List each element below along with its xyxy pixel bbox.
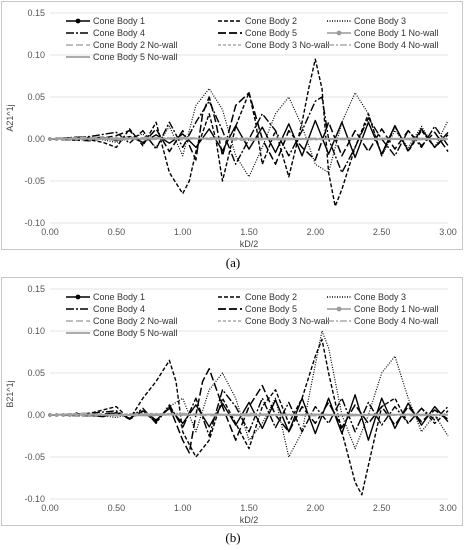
x-tick-label: 1.50: [240, 227, 258, 237]
legend-marker: [336, 306, 342, 312]
y-axis-label: B21^1j: [5, 380, 15, 407]
legend-label: Cone Body 1: [93, 16, 145, 26]
legend-label: Cone Body 5 No-wall: [93, 328, 178, 338]
legend-item: Cone Body 3: [327, 292, 406, 302]
legend-marker: [336, 30, 342, 36]
legend-marker: [75, 18, 81, 24]
legend-item: Cone Body 5: [218, 28, 297, 38]
y-tick-label: 0.15: [27, 8, 45, 18]
series-line: [49, 368, 449, 454]
legend-item: Cone Body 3: [327, 16, 406, 26]
legend-item: Cone Body 3 No-wall: [218, 316, 330, 326]
legend-label: Cone Body 3 No-wall: [245, 316, 330, 326]
y-axis-label: A21^1j: [5, 104, 15, 131]
series-line: [50, 413, 448, 416]
legend-item: Cone Body 1: [66, 16, 145, 26]
chart-b-svg: -0.10 -0.05 0.00 0.05 0.10 0.15 0.00 0.50 1.00 1.…: [5, 284, 457, 525]
legend-item: Cone Body 3 No-wall: [218, 40, 330, 50]
series-line: [49, 58, 449, 207]
x-tick-label: 2.50: [373, 503, 391, 513]
x-axis-label: kD/2: [240, 515, 259, 525]
y-tick-label: -0.10: [24, 494, 45, 504]
legend-label: Cone Body 3: [354, 292, 406, 302]
legend-item: Cone Body 2: [218, 292, 297, 302]
x-tick-label: 0.00: [41, 227, 59, 237]
legend-item: Cone Body 4 No-wall: [327, 40, 439, 50]
legend-marker: [75, 294, 81, 300]
series-line: [49, 96, 449, 174]
legend-label: Cone Body 4 No-wall: [354, 40, 439, 50]
legend-label: Cone Body 2 No-wall: [93, 40, 178, 50]
x-tick-label: 1.00: [174, 503, 192, 513]
legend-label: Cone Body 3: [354, 16, 406, 26]
legend-label: Cone Body 2 No-wall: [93, 316, 178, 326]
series-line: [49, 394, 449, 441]
legend-label: Cone Body 2: [245, 292, 297, 302]
series-line: [50, 137, 449, 140]
series-line: [49, 338, 449, 496]
legend-label: Cone Body 2: [245, 16, 297, 26]
legend-item: Cone Body 5 No-wall: [66, 52, 178, 62]
legend-label: Cone Body 1 No-wall: [354, 28, 439, 38]
legend-label: Cone Body 5: [245, 304, 297, 314]
x-tick-label: 1.50: [240, 503, 258, 513]
x-tick-label: 1.00: [174, 227, 192, 237]
legend-item: Cone Body 1: [66, 292, 145, 302]
series-line: [49, 330, 449, 458]
series-line: [50, 136, 448, 141]
x-tick-label: 2.00: [307, 503, 325, 513]
y-tick-label: 0.00: [27, 410, 45, 420]
legend-item: Cone Body 2: [218, 16, 297, 26]
series-line: [49, 136, 449, 141]
y-tick-label: 0.10: [27, 50, 45, 60]
y-tick-label: -0.05: [24, 452, 45, 462]
legend-item: Cone Body 4: [66, 304, 145, 314]
legend-label: Cone Body 1 No-wall: [354, 304, 439, 314]
x-axis-label: kD/2: [240, 239, 259, 249]
legend-item: Cone Body 5 No-wall: [66, 328, 178, 338]
y-tick-label: 0.10: [27, 326, 45, 336]
legend-item: Cone Body 2 No-wall: [66, 40, 178, 50]
x-tick-label: 0.50: [108, 227, 126, 237]
legend-item: Cone Body 2 No-wall: [66, 316, 178, 326]
x-tick-label: 0.50: [108, 503, 126, 513]
x-tick-label: 3.00: [439, 503, 457, 513]
legend-label: Cone Body 5: [245, 28, 297, 38]
x-tick-label: 3.00: [439, 227, 457, 237]
chart-panel-a: -0.10 -0.05 0.00 0.05 0.10 0.15 0.00 0.50 1.00 1.…: [0, 0, 466, 252]
legend-item: Cone Body 4 No-wall: [327, 316, 439, 326]
caption-a: (a): [225, 255, 241, 270]
chart-a-svg: -0.10 -0.05 0.00 0.05 0.10 0.15 0.00 0.50 1.00 1.…: [5, 8, 457, 249]
y-tick-label: 0.05: [27, 368, 45, 378]
x-tick-label: 2.50: [373, 227, 391, 237]
legend-item: Cone Body 4: [66, 28, 145, 38]
y-tick-label: -0.10: [24, 218, 45, 228]
chart-frame-a: [1, 1, 463, 250]
legend-item: Cone Body 1 No-wall: [327, 304, 439, 314]
legend-item: Cone Body 5: [218, 304, 297, 314]
legend-label: Cone Body 3 No-wall: [245, 40, 330, 50]
caption-b: (b): [225, 530, 241, 545]
series-line: [49, 88, 449, 178]
y-tick-label: 0.00: [27, 134, 45, 144]
legend-label: Cone Body 5 No-wall: [93, 52, 178, 62]
legend-item: Cone Body 1 No-wall: [327, 28, 439, 38]
x-tick-label: 2.00: [307, 227, 325, 237]
y-tick-label: 0.15: [27, 284, 45, 294]
legend-label: Cone Body 1: [93, 292, 145, 302]
legend-label: Cone Body 4: [93, 28, 145, 38]
chart-panel-b: -0.10 -0.05 0.00 0.05 0.10 0.15 0.00 0.50 1.00 1.…: [0, 276, 466, 528]
legend-label: Cone Body 4: [93, 304, 145, 314]
y-tick-label: -0.05: [24, 176, 45, 186]
series-line: [49, 92, 449, 165]
legend-label: Cone Body 4 No-wall: [354, 316, 439, 326]
y-tick-label: 0.05: [27, 92, 45, 102]
chart-frame-b: [1, 277, 463, 526]
x-tick-label: 0.00: [41, 503, 59, 513]
